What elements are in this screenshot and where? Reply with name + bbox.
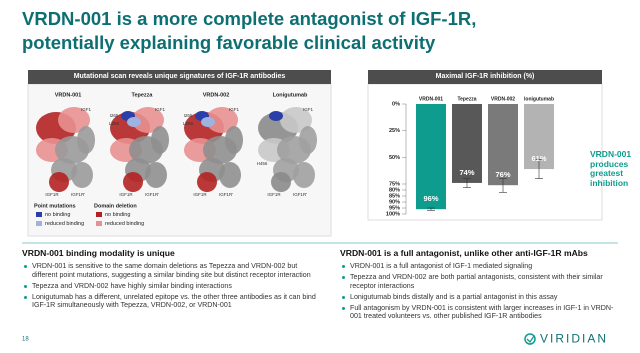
structure-label: IGF1R: [45, 192, 59, 197]
value-label: 76%: [495, 170, 510, 179]
panel-header: Maximal IGF-1R inhibition (%): [368, 70, 602, 84]
title-line: VRDN-001 is a more complete antagonist o…: [22, 8, 477, 29]
value-label: 74%: [459, 168, 474, 177]
protein-blob: [271, 172, 291, 192]
structure-label: IGF1R': [293, 192, 307, 197]
structure-label: I265: [110, 113, 119, 118]
legend-item: reduced binding: [45, 221, 84, 227]
y-tick-label: 25%: [389, 128, 400, 134]
mutation-site: [201, 117, 215, 127]
section-heading: VRDN-001 binding modality is unique: [22, 248, 175, 258]
bullet: VRDN-001 is sensitive to the same domain…: [24, 262, 322, 279]
panel-header: Mutational scan reveals unique signature…: [28, 70, 331, 84]
protein-blob: [225, 126, 243, 154]
structure-label: IGF1R': [219, 192, 233, 197]
x-tick-label: VRDN-002: [491, 96, 515, 102]
x-tick-label: VRDN-001: [419, 96, 443, 102]
structure-label: IGF1: [229, 107, 239, 112]
legend-swatch: [36, 212, 42, 217]
protein-blob: [49, 172, 69, 192]
antibody-name: Lonigutumab: [273, 92, 308, 98]
bullet: Lonigutumab binds distally and is a part…: [342, 293, 625, 302]
x-tick-label: lonigutumab: [524, 96, 554, 102]
antibody-name: Tepezza: [132, 92, 154, 98]
structure-label: IGF1R: [119, 192, 133, 197]
section: VRDN-001 binding modality is unique VRDN…: [22, 248, 322, 312]
structure-label: L266: [183, 121, 194, 126]
callout: VRDN-001 produces greatest inhibition: [590, 149, 632, 188]
protein-blob: [123, 172, 143, 192]
bar: [524, 104, 554, 170]
bar: [488, 104, 518, 186]
bar: [416, 104, 446, 210]
y-tick-label: 0%: [392, 101, 400, 107]
bullets: VRDN-001 is sensitive to the same domain…: [22, 262, 322, 310]
mutation-site: [127, 117, 141, 127]
antibody-name: VRDN-002: [203, 92, 230, 98]
panel-bg: [367, 83, 603, 221]
protein-blob: [293, 162, 315, 188]
page-number: 18: [22, 337, 29, 343]
value-label: 96%: [423, 194, 438, 203]
protein-blob: [58, 107, 90, 133]
legend-title: Domain deletion: [94, 203, 137, 209]
bullets: VRDN-001 is a full antagonist of IGF-1 m…: [340, 262, 625, 321]
protein-images: VRDN-001 IGF1 IGF1R IGF1R' Tepezza I265 L266 IG…: [36, 92, 317, 197]
y-tick-label: 90%: [389, 199, 400, 205]
title-line: potentially explaining favorable clinica…: [22, 32, 436, 53]
bar: [452, 104, 482, 183]
structure-label: IGF1: [81, 107, 91, 112]
protein-blob: [299, 126, 317, 154]
legend-swatch: [96, 212, 102, 217]
section-heading: VRDN-001 is a full antagonist, unlike ot…: [340, 248, 588, 258]
protein-blob: [132, 107, 164, 133]
mutation-site: [269, 111, 283, 121]
legend-item: no binding: [45, 212, 70, 218]
structure-label: IGF1: [303, 107, 313, 112]
structure-label: L266: [109, 121, 120, 126]
bullet: Tepezza and VRDN-002 are both partial an…: [342, 273, 625, 290]
protein-blob: [151, 126, 169, 154]
protein-blob: [219, 162, 241, 188]
bullet: VRDN-001 is a full antagonist of IGF-1 m…: [342, 262, 625, 271]
legend-swatch: [36, 221, 42, 226]
structure-label: IGF1: [155, 107, 165, 112]
y-tick-label: 80%: [389, 187, 400, 193]
y-tick-label: 75%: [389, 181, 400, 187]
protein-blob: [280, 107, 312, 133]
antibody-name: VRDN-001: [55, 92, 82, 98]
protein-blob: [77, 126, 95, 154]
value-label: 61%: [531, 154, 546, 163]
structure-label: IGF1R: [193, 192, 207, 197]
legend-swatch: [96, 221, 102, 226]
protein-blob: [206, 107, 238, 133]
x-tick-label: Tepezza: [457, 96, 476, 102]
structure-label: IGF1R: [267, 192, 281, 197]
bullet: Lonigutumab has a different, unrelated e…: [24, 293, 322, 310]
bullet: Full antagonism by VRDN-001 is consisten…: [342, 304, 625, 321]
protein-blob: [71, 162, 93, 188]
protein-blob: [145, 162, 167, 188]
y-tick-label: 85%: [389, 193, 400, 199]
structure-label: IGF1R': [145, 192, 159, 197]
logo: VIRIDIAN: [540, 332, 608, 346]
logo-mark: [524, 333, 536, 345]
structure-label: H456: [257, 161, 268, 166]
structure-label: I265: [184, 113, 193, 118]
bullet: Tepezza and VRDN-002 have highly similar…: [24, 282, 322, 291]
legend-item: reduced binding: [105, 221, 144, 227]
section: VRDN-001 is a full antagonist, unlike ot…: [340, 248, 625, 324]
structure-label: IGF1R': [71, 192, 85, 197]
y-tick-label: 100%: [386, 211, 400, 217]
y-tick-label: 50%: [389, 155, 400, 161]
y-tick-label: 95%: [389, 205, 400, 211]
protein-blob: [197, 172, 217, 192]
legend-title: Point mutations: [34, 203, 76, 209]
legend-item: no binding: [105, 212, 130, 218]
